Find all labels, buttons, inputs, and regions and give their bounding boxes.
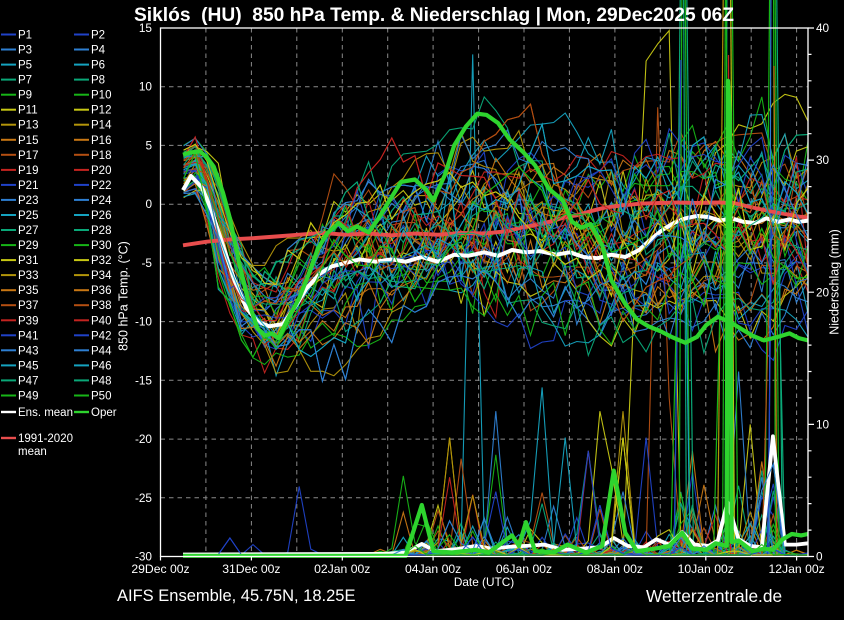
svg-text:P36: P36 xyxy=(91,285,111,297)
svg-text:1991-2020: 1991-2020 xyxy=(18,433,73,445)
svg-text:31Dec 00z: 31Dec 00z xyxy=(222,562,280,576)
svg-text:5: 5 xyxy=(145,138,152,152)
svg-text:P26: P26 xyxy=(91,210,111,222)
svg-text:P28: P28 xyxy=(91,225,111,237)
svg-text:-20: -20 xyxy=(135,432,152,446)
svg-text:P7: P7 xyxy=(18,75,32,87)
svg-text:20: 20 xyxy=(816,285,830,299)
svg-text:850 hPa Temp. (°C): 850 hPa Temp. (°C) xyxy=(117,241,131,351)
svg-text:P47: P47 xyxy=(18,375,38,387)
svg-text:P2: P2 xyxy=(91,30,105,42)
svg-text:02Jan 00z: 02Jan 00z xyxy=(314,562,370,576)
svg-text:15: 15 xyxy=(139,21,153,35)
svg-text:-15: -15 xyxy=(135,373,152,387)
svg-text:Wetterzentrale.de: Wetterzentrale.de xyxy=(646,586,782,606)
svg-text:P10: P10 xyxy=(91,90,111,102)
svg-text:-30: -30 xyxy=(135,550,152,564)
svg-text:-10: -10 xyxy=(135,315,152,329)
svg-text:Date (UTC): Date (UTC) xyxy=(454,575,514,589)
svg-text:Ens. mean: Ens. mean xyxy=(18,407,73,419)
svg-text:P9: P9 xyxy=(18,90,32,102)
svg-text:P27: P27 xyxy=(18,225,38,237)
svg-text:P39: P39 xyxy=(18,315,38,327)
svg-text:P44: P44 xyxy=(91,345,112,357)
svg-text:P40: P40 xyxy=(91,315,111,327)
svg-text:P34: P34 xyxy=(91,270,112,282)
svg-text:29Dec 00z: 29Dec 00z xyxy=(131,562,189,576)
svg-text:P13: P13 xyxy=(18,120,38,132)
svg-text:0: 0 xyxy=(816,550,823,564)
svg-text:12Jan 00z: 12Jan 00z xyxy=(769,562,825,576)
svg-text:P21: P21 xyxy=(18,180,38,192)
svg-text:P15: P15 xyxy=(18,135,38,147)
svg-text:Siklós (HU) 850 hPa Temp. &: Siklós (HU) 850 hPa Temp. & Niederschlag… xyxy=(134,5,734,26)
svg-text:0: 0 xyxy=(145,197,152,211)
svg-text:08Jan 00z: 08Jan 00z xyxy=(587,562,643,576)
svg-text:P33: P33 xyxy=(18,270,38,282)
svg-text:P20: P20 xyxy=(91,165,111,177)
svg-text:P23: P23 xyxy=(18,195,38,207)
svg-text:P5: P5 xyxy=(18,60,32,72)
svg-text:P1: P1 xyxy=(18,30,32,42)
svg-text:10: 10 xyxy=(139,80,153,94)
svg-text:P49: P49 xyxy=(18,390,38,402)
svg-text:10Jan 00z: 10Jan 00z xyxy=(678,562,734,576)
svg-text:P16: P16 xyxy=(91,135,111,147)
svg-text:P35: P35 xyxy=(18,285,38,297)
svg-text:04Jan 00z: 04Jan 00z xyxy=(405,562,461,576)
svg-text:P43: P43 xyxy=(18,345,38,357)
svg-text:40: 40 xyxy=(816,21,830,35)
svg-text:P22: P22 xyxy=(91,180,111,192)
svg-text:P11: P11 xyxy=(18,105,38,117)
svg-text:P17: P17 xyxy=(18,150,38,162)
svg-text:P6: P6 xyxy=(91,60,105,72)
svg-text:P25: P25 xyxy=(18,210,38,222)
svg-text:P29: P29 xyxy=(18,240,38,252)
svg-text:P30: P30 xyxy=(91,240,111,252)
svg-text:P3: P3 xyxy=(18,45,32,57)
svg-text:P18: P18 xyxy=(91,150,111,162)
svg-text:P31: P31 xyxy=(18,255,38,267)
svg-text:P45: P45 xyxy=(18,360,38,372)
svg-text:P42: P42 xyxy=(91,330,111,342)
svg-text:P4: P4 xyxy=(91,45,106,57)
svg-text:P38: P38 xyxy=(91,300,111,312)
svg-text:30: 30 xyxy=(816,153,830,167)
svg-text:P41: P41 xyxy=(18,330,38,342)
svg-text:-5: -5 xyxy=(142,256,153,270)
svg-text:P14: P14 xyxy=(91,120,112,132)
svg-text:P19: P19 xyxy=(18,165,38,177)
svg-text:06Jan 00z: 06Jan 00z xyxy=(496,562,552,576)
svg-text:P8: P8 xyxy=(91,75,105,87)
svg-text:P48: P48 xyxy=(91,375,111,387)
svg-text:P12: P12 xyxy=(91,105,111,117)
svg-text:Niederschlag (mm): Niederschlag (mm) xyxy=(828,229,842,335)
svg-text:P32: P32 xyxy=(91,255,111,267)
svg-text:Oper: Oper xyxy=(91,407,117,419)
svg-text:P37: P37 xyxy=(18,300,38,312)
svg-text:10: 10 xyxy=(816,417,830,431)
svg-text:P50: P50 xyxy=(91,390,111,402)
svg-text:P24: P24 xyxy=(91,195,112,207)
svg-text:mean: mean xyxy=(18,446,47,458)
svg-text:P46: P46 xyxy=(91,360,111,372)
svg-text:AIFS Ensemble, 45.75N, 18.25E: AIFS Ensemble, 45.75N, 18.25E xyxy=(117,587,355,605)
svg-text:-25: -25 xyxy=(135,491,152,505)
